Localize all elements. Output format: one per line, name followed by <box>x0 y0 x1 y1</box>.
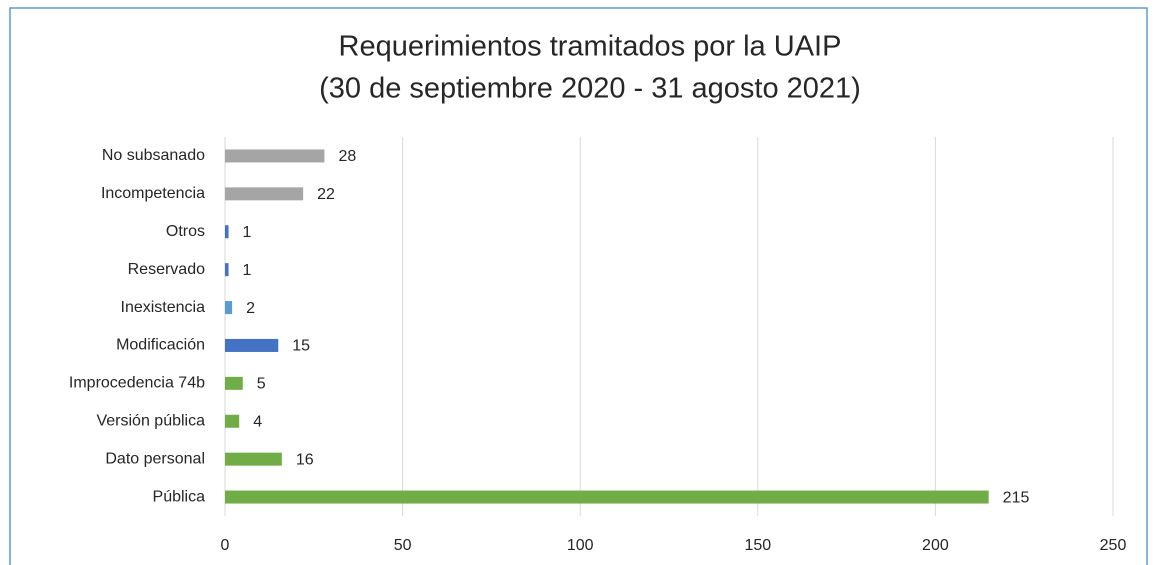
data-label: 16 <box>296 451 314 468</box>
bar <box>225 376 243 390</box>
bar <box>225 149 325 163</box>
data-label: 1 <box>243 262 252 279</box>
bar <box>225 490 989 504</box>
bar <box>225 338 279 352</box>
x-tick-label: 200 <box>922 537 949 554</box>
x-tick-label: 0 <box>221 537 230 554</box>
y-tick-label: Modificación <box>116 337 205 354</box>
y-tick-label: Versión pública <box>96 412 205 429</box>
chart-title: Requerimientos tramitados por la UAIP <box>339 31 842 63</box>
data-label: 15 <box>292 338 310 355</box>
y-tick-label: Incompetencia <box>101 185 205 202</box>
chart-frame <box>9 7 1148 565</box>
bar <box>225 187 304 201</box>
chart-title: (30 de septiembre 2020 - 31 agosto 2021) <box>319 73 861 105</box>
data-label: 2 <box>246 300 255 317</box>
data-label: 28 <box>338 148 356 165</box>
data-label: 1 <box>243 224 252 241</box>
bar <box>225 225 229 239</box>
x-tick-label: 250 <box>1100 537 1127 554</box>
data-label: 5 <box>257 376 266 393</box>
y-tick-label: Reservado <box>128 261 205 278</box>
y-tick-label: Pública <box>153 488 206 505</box>
x-tick-label: 150 <box>744 537 771 554</box>
bar <box>225 301 233 315</box>
y-tick-label: Dato personal <box>105 450 205 467</box>
data-label: 4 <box>253 413 262 430</box>
bar <box>225 263 229 277</box>
y-tick-label: No subsanado <box>102 147 205 164</box>
y-tick-label: Inexistencia <box>121 299 206 316</box>
y-tick-label: Otros <box>166 223 205 240</box>
bar <box>225 414 240 428</box>
bar <box>225 452 282 466</box>
y-tick-label: Improcedencia 74b <box>69 375 205 392</box>
x-tick-label: 100 <box>567 537 594 554</box>
x-tick-label: 50 <box>394 537 412 554</box>
data-label: 215 <box>1003 489 1030 506</box>
data-label: 22 <box>317 186 335 203</box>
